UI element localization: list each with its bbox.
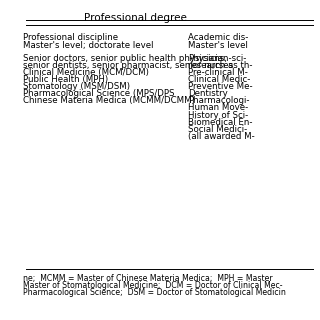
Text: senior dentists, senior pharmacist, senior nurses: senior dentists, senior pharmacist, seni…	[23, 61, 233, 70]
Text: Professional degree: Professional degree	[84, 13, 187, 23]
Text: Dentistry: Dentistry	[188, 89, 228, 98]
Text: Pharmacological Science (MPS/DPS: Pharmacological Science (MPS/DPS	[23, 89, 174, 98]
Text: Human Move-: Human Move-	[188, 103, 249, 112]
Text: research as th-: research as th-	[188, 61, 253, 70]
Text: ne;  MCMM = Master of Chinese Materia Medica;  MPH = Master: ne; MCMM = Master of Chinese Materia Med…	[23, 274, 272, 283]
Text: Clinical Medicine (MCM/DCM): Clinical Medicine (MCM/DCM)	[23, 68, 148, 77]
Text: Social Medici-: Social Medici-	[188, 125, 248, 134]
Text: Stomatology (MSM/DSM): Stomatology (MSM/DSM)	[23, 82, 130, 91]
Text: Clinical Medic-: Clinical Medic-	[188, 75, 251, 84]
Text: Pharmacologi-: Pharmacologi-	[188, 96, 250, 105]
Text: Professional discipline: Professional discipline	[23, 33, 118, 43]
Text: Biomedical En-: Biomedical En-	[188, 118, 253, 127]
Text: Master of Stomatological Medicine;  DCM = Doctor of Clinical Mec-: Master of Stomatological Medicine; DCM =…	[23, 281, 282, 290]
Text: Master's level; doctorate level: Master's level; doctorate level	[23, 41, 153, 50]
Text: Preventive Me-: Preventive Me-	[188, 82, 253, 91]
Text: (all awarded M-: (all awarded M-	[188, 132, 255, 141]
Text: Master's level: Master's level	[188, 41, 248, 50]
Text: Pre-clinical M-: Pre-clinical M-	[188, 68, 248, 77]
Text: Academic dis-: Academic dis-	[188, 33, 249, 43]
Text: Senior doctors, senior public health physicians,: Senior doctors, senior public health phy…	[23, 54, 227, 63]
Text: Chinese Materia Medica (MCMM/DCMM): Chinese Materia Medica (MCMM/DCMM)	[23, 96, 195, 105]
Text: History of Sci-: History of Sci-	[188, 110, 249, 120]
Text: Public Health (MPH): Public Health (MPH)	[23, 75, 108, 84]
Text: Physician-sci-: Physician-sci-	[188, 54, 247, 63]
Text: Pharmacological Science;  DSM = Doctor of Stomatological Medicin: Pharmacological Science; DSM = Doctor of…	[23, 288, 285, 297]
